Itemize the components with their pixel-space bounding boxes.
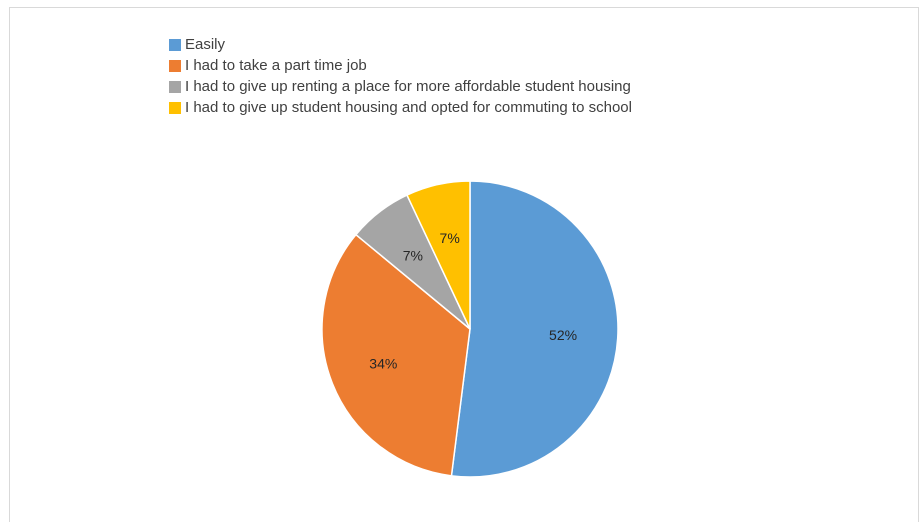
legend-swatch-commuting <box>169 101 181 114</box>
legend-label-part-time-job: I had to take a part time job <box>185 57 367 74</box>
chart-legend: Easily I had to take a part time job I h… <box>169 34 632 118</box>
legend-label-easily: Easily <box>185 36 226 53</box>
pie-slice-part-time-job <box>321 233 471 477</box>
legend-item-commuting: I had to give up student housing and opt… <box>169 97 632 118</box>
legend-item-student-housing: I had to give up renting a place for mor… <box>169 76 632 97</box>
legend-swatch-easily <box>169 38 181 51</box>
legend-item-part-time-job: I had to take a part time job <box>169 55 632 76</box>
legend-swatch-part-time-job <box>169 59 181 72</box>
pie-label-part-time-job: 34% <box>369 355 397 371</box>
legend-label-commuting: I had to give up student housing and opt… <box>185 99 632 116</box>
pie-slice-commuting <box>405 180 471 330</box>
legend-item-easily: Easily <box>169 34 632 55</box>
pie-label-easily: 52% <box>549 327 577 343</box>
legend-label-student-housing: I had to give up renting a place for mor… <box>185 78 631 95</box>
legend-swatch-student-housing <box>169 80 181 93</box>
pie-label-student-housing: 7% <box>403 247 423 263</box>
pie-slice-easily <box>450 180 619 478</box>
pie-label-commuting: 7% <box>440 230 460 246</box>
